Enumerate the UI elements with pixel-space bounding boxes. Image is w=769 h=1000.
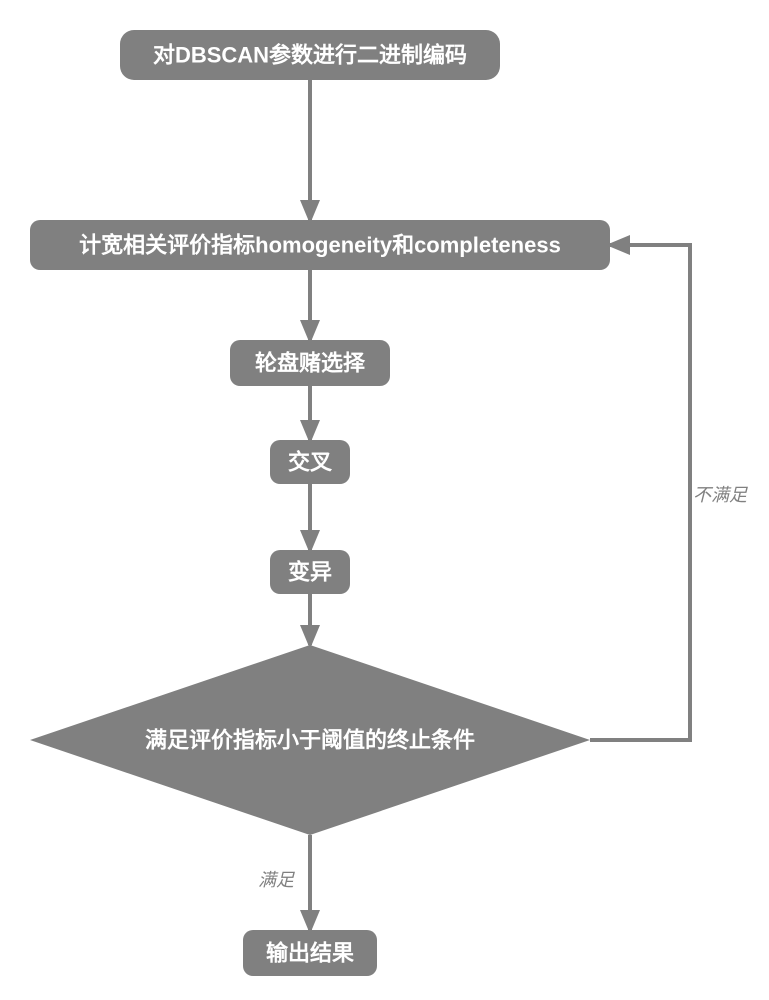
flow-node-label: 变异 bbox=[288, 560, 332, 585]
flow-node-label: 计宽相关评价指标homogeneity和completeness bbox=[79, 233, 561, 258]
flowchart-diagram: 满足 不满足 对DBSCAN参数进行二进制编码计宽相关评价指标homogeneity… bbox=[0, 0, 769, 1000]
flow-node-label: 对DBSCAN参数进行二进制编码 bbox=[153, 43, 467, 68]
edge-label: 满足 bbox=[258, 870, 295, 890]
flow-node-label: 轮盘赌选择 bbox=[255, 351, 366, 376]
flow-node-label: 输出结果 bbox=[266, 941, 354, 966]
flow-arrow bbox=[590, 245, 690, 740]
edge-label: 不满足 bbox=[693, 485, 748, 505]
flow-node-label: 满足评价指标小于阈值的终止条件 bbox=[145, 728, 475, 753]
flow-node-label: 交叉 bbox=[288, 450, 332, 475]
